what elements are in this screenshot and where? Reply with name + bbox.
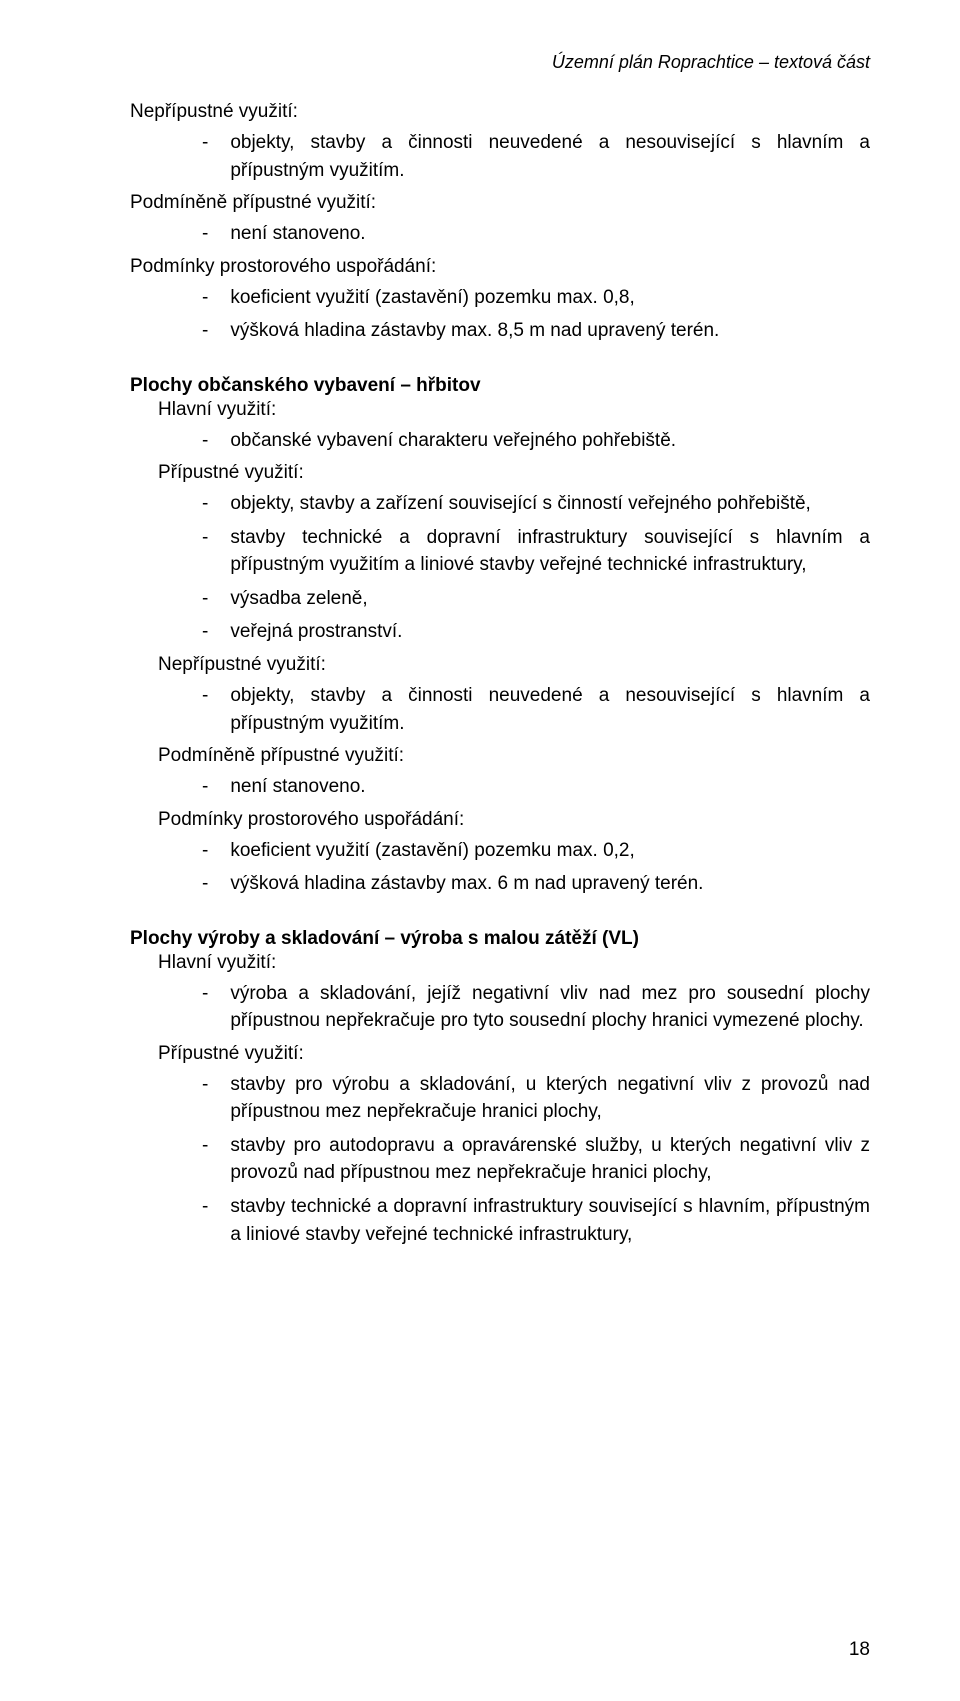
bullet-dash-icon: - <box>202 837 230 865</box>
bullet-dash-icon: - <box>202 524 230 552</box>
bullet-dash-icon: - <box>202 284 230 312</box>
section-label-hlavni: Hlavní využití: <box>130 399 870 421</box>
list-item: - výroba a skladování, jejíž negativní v… <box>130 980 870 1035</box>
list-item: - stavby pro autodopravu a opravárenské … <box>130 1132 870 1187</box>
section-label-nepripustne: Nepřípustné využití: <box>130 101 870 123</box>
bullet-list: - občanské vybavení charakteru veřejného… <box>130 427 870 455</box>
section-label-podminky: Podmínky prostorového uspořádání: <box>130 256 870 278</box>
heading-hrbitov: Plochy občanského vybavení – hřbitov <box>130 375 870 397</box>
list-item: - výšková hladina zástavby max. 8,5 m na… <box>130 317 870 345</box>
bullet-dash-icon: - <box>202 980 230 1008</box>
bullet-dash-icon: - <box>202 1071 230 1099</box>
heading-vyroba: Plochy výroby a skladování – výroba s ma… <box>130 928 870 950</box>
bullet-list: - objekty, stavby a zařízení související… <box>130 490 870 646</box>
running-header: Územní plán Roprachtice – textová část <box>130 52 870 73</box>
list-item: - koeficient využití (zastavění) pozemku… <box>130 837 870 865</box>
bullet-list: - koeficient využití (zastavění) pozemku… <box>130 284 870 345</box>
list-item: - výšková hladina zástavby max. 6 m nad … <box>130 870 870 898</box>
bullet-dash-icon: - <box>202 490 230 518</box>
bullet-text: není stanoveno. <box>230 773 870 801</box>
list-item: - není stanoveno. <box>130 773 870 801</box>
list-item: - stavby technické a dopravní infrastruk… <box>130 1193 870 1248</box>
bullet-text: veřejná prostranství. <box>230 618 870 646</box>
list-item: - objekty, stavby a činnosti neuvedené a… <box>130 682 870 737</box>
bullet-dash-icon: - <box>202 317 230 345</box>
section-label-podminene: Podmíněně přípustné využití: <box>130 745 870 767</box>
bullet-text: stavby pro výrobu a skladování, u kterýc… <box>230 1071 870 1126</box>
bullet-dash-icon: - <box>202 1193 230 1221</box>
document-page: Územní plán Roprachtice – textová část N… <box>0 0 960 1701</box>
section-label-podminky: Podmínky prostorového uspořádání: <box>130 809 870 831</box>
bullet-text: výsadba zeleně, <box>230 585 870 613</box>
list-item: - objekty, stavby a činnosti neuvedené a… <box>130 129 870 184</box>
section-label-nepripustne: Nepřípustné využití: <box>130 654 870 676</box>
bullet-text: koeficient využití (zastavění) pozemku m… <box>230 837 870 865</box>
list-item: - není stanoveno. <box>130 220 870 248</box>
bullet-list: - není stanoveno. <box>130 773 870 801</box>
bullet-list: - objekty, stavby a činnosti neuvedené a… <box>130 682 870 737</box>
bullet-text: objekty, stavby a zařízení související s… <box>230 490 870 518</box>
bullet-dash-icon: - <box>202 585 230 613</box>
bullet-text: stavby pro autodopravu a opravárenské sl… <box>230 1132 870 1187</box>
bullet-text: výroba a skladování, jejíž negativní vli… <box>230 980 870 1035</box>
bullet-dash-icon: - <box>202 773 230 801</box>
section-label-pripustne: Přípustné využití: <box>130 1043 870 1065</box>
page-number: 18 <box>849 1639 870 1661</box>
bullet-dash-icon: - <box>202 682 230 710</box>
section-label-hlavni: Hlavní využití: <box>130 952 870 974</box>
bullet-text: není stanoveno. <box>230 220 870 248</box>
bullet-list: - stavby pro výrobu a skladování, u kter… <box>130 1071 870 1248</box>
bullet-dash-icon: - <box>202 870 230 898</box>
section-label-pripustne: Přípustné využití: <box>130 462 870 484</box>
bullet-dash-icon: - <box>202 220 230 248</box>
bullet-text: stavby technické a dopravní infrastruktu… <box>230 524 870 579</box>
bullet-list: - koeficient využití (zastavění) pozemku… <box>130 837 870 898</box>
list-item: - objekty, stavby a zařízení související… <box>130 490 870 518</box>
list-item: - stavby technické a dopravní infrastruk… <box>130 524 870 579</box>
bullet-dash-icon: - <box>202 129 230 157</box>
bullet-text: výšková hladina zástavby max. 8,5 m nad … <box>230 317 870 345</box>
bullet-text: stavby technické a dopravní infrastruktu… <box>230 1193 870 1248</box>
section-label-podminene: Podmíněně přípustné využití: <box>130 192 870 214</box>
bullet-list: - výroba a skladování, jejíž negativní v… <box>130 980 870 1035</box>
list-item: - občanské vybavení charakteru veřejného… <box>130 427 870 455</box>
bullet-list: - není stanoveno. <box>130 220 870 248</box>
list-item: - veřejná prostranství. <box>130 618 870 646</box>
list-item: - výsadba zeleně, <box>130 585 870 613</box>
list-item: - koeficient využití (zastavění) pozemku… <box>130 284 870 312</box>
bullet-list: - objekty, stavby a činnosti neuvedené a… <box>130 129 870 184</box>
bullet-dash-icon: - <box>202 1132 230 1160</box>
bullet-dash-icon: - <box>202 618 230 646</box>
bullet-text: objekty, stavby a činnosti neuvedené a n… <box>230 129 870 184</box>
bullet-text: koeficient využití (zastavění) pozemku m… <box>230 284 870 312</box>
bullet-dash-icon: - <box>202 427 230 455</box>
bullet-text: občanské vybavení charakteru veřejného p… <box>230 427 870 455</box>
bullet-text: objekty, stavby a činnosti neuvedené a n… <box>230 682 870 737</box>
list-item: - stavby pro výrobu a skladování, u kter… <box>130 1071 870 1126</box>
bullet-text: výšková hladina zástavby max. 6 m nad up… <box>230 870 870 898</box>
